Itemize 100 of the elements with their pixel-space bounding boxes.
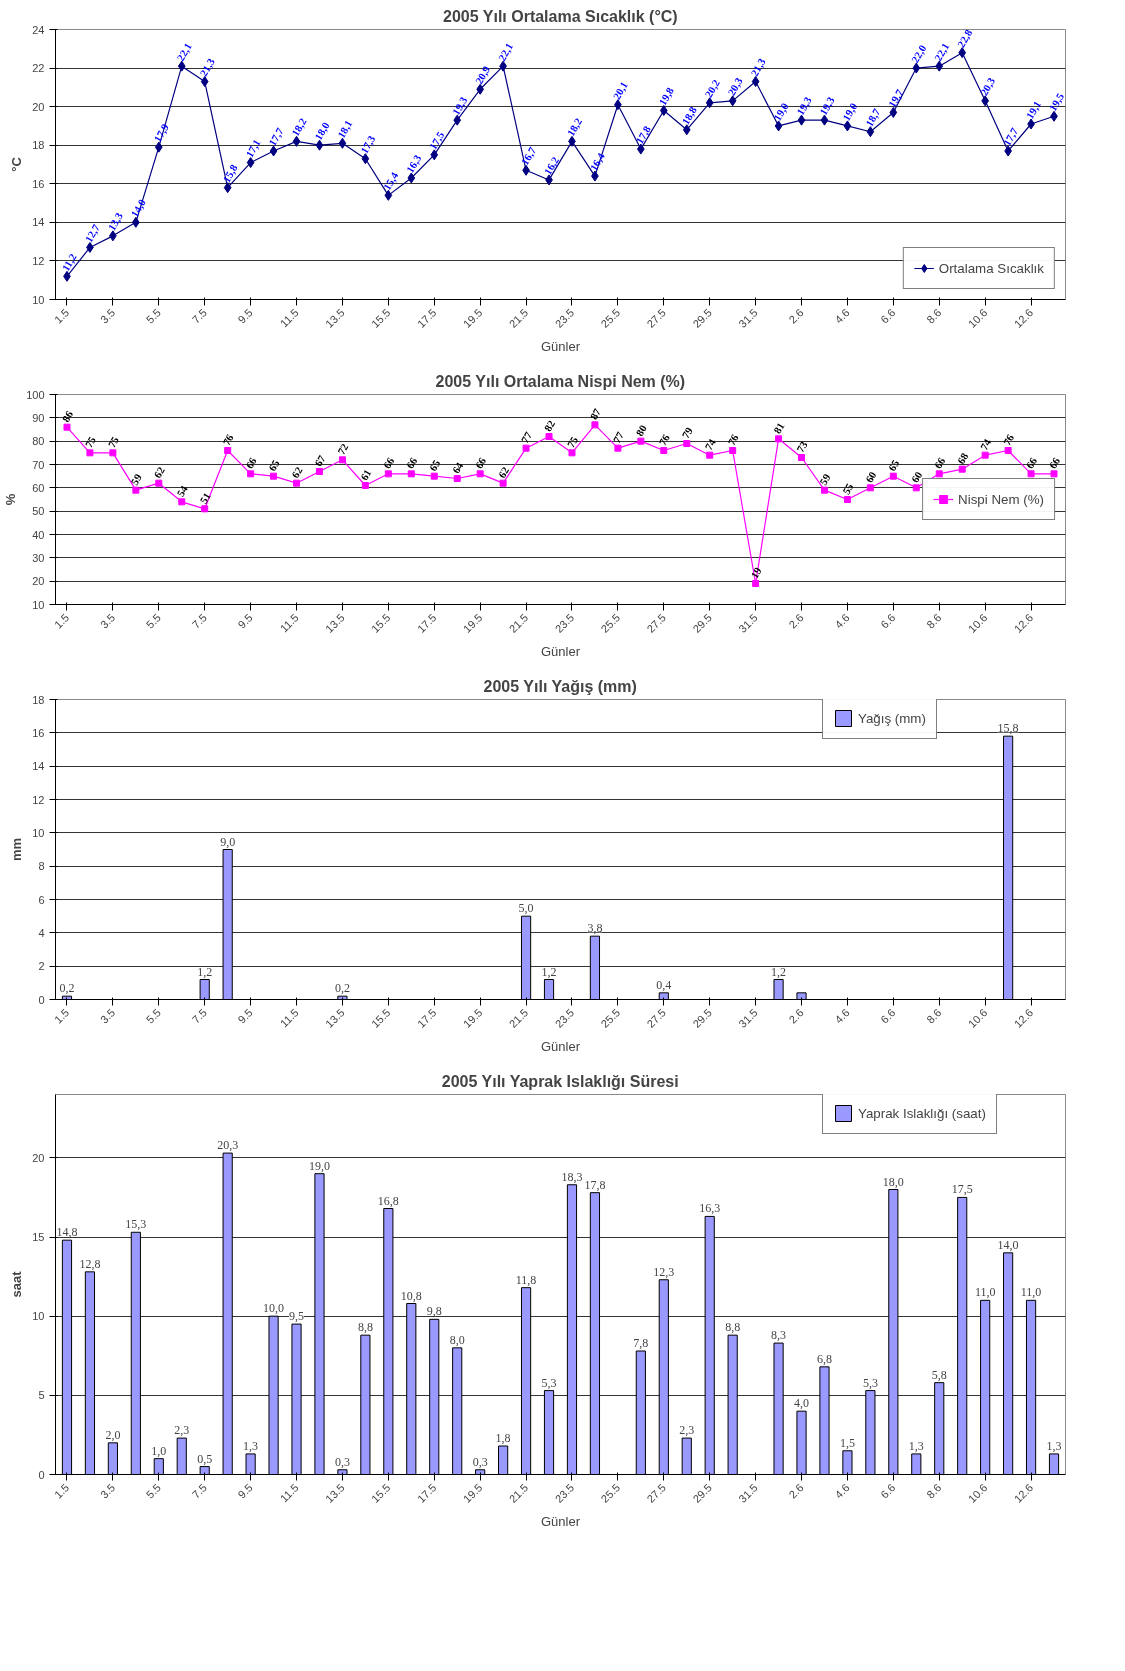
data-label: 18,0 bbox=[312, 120, 332, 142]
data-label: 19,1 bbox=[1024, 99, 1044, 121]
legend-label: Ortalama Sıcaklık bbox=[938, 260, 1044, 276]
data-label: 55 bbox=[840, 481, 856, 497]
data-label: 2,0 bbox=[105, 1427, 121, 1442]
point bbox=[1050, 470, 1058, 478]
x-tick-label: 9.5 bbox=[235, 306, 255, 326]
data-label: 16,8 bbox=[377, 1193, 399, 1208]
data-label: 0,2 bbox=[59, 981, 75, 996]
data-label: 9,0 bbox=[220, 834, 236, 849]
y-axis-title: saat bbox=[9, 1270, 25, 1298]
x-tick-label: 1.5 bbox=[51, 1006, 72, 1026]
data-label: 19,3 bbox=[450, 95, 470, 117]
chart-title: 2005 Yılı Ortalama Sıcaklık (°C) bbox=[443, 7, 678, 25]
x-tick-label: 5.5 bbox=[143, 1006, 164, 1026]
point bbox=[820, 486, 828, 494]
point bbox=[269, 145, 278, 157]
x-tick-label: 7.5 bbox=[189, 611, 209, 631]
data-label: 86 bbox=[60, 408, 76, 424]
point bbox=[729, 447, 737, 454]
data-label: 2,3 bbox=[174, 1423, 190, 1438]
data-label: 80 bbox=[634, 423, 649, 438]
data-label: 0,5 bbox=[197, 1451, 213, 1466]
point bbox=[958, 47, 967, 59]
x-tick-label: 9.5 bbox=[235, 611, 255, 631]
data-label: 22,0 bbox=[909, 43, 929, 65]
y-tick-label: 50 bbox=[32, 505, 45, 518]
data-label: 19 bbox=[748, 565, 764, 581]
point bbox=[568, 449, 576, 457]
data-label: 0,2 bbox=[334, 981, 350, 996]
point bbox=[270, 472, 278, 480]
data-label: 18,2 bbox=[565, 116, 585, 139]
data-label: 87 bbox=[588, 406, 604, 422]
x-tick-label: 3.5 bbox=[97, 306, 118, 326]
point bbox=[614, 444, 622, 452]
x-tick-label: 5.5 bbox=[143, 1481, 164, 1501]
data-label: 59 bbox=[129, 472, 144, 487]
data-label: 75 bbox=[106, 434, 121, 450]
data-label: 20,3 bbox=[725, 75, 745, 98]
data-label: 5,8 bbox=[931, 1367, 947, 1382]
y-tick-label: 10 bbox=[32, 293, 45, 306]
y-tick-label: 14 bbox=[32, 760, 45, 773]
data-label: 11,2 bbox=[60, 251, 79, 274]
data-label: 66 bbox=[1047, 455, 1063, 471]
legend-label: Yağış (mm) bbox=[858, 710, 926, 726]
data-label: 1,3 bbox=[908, 1438, 924, 1453]
point bbox=[706, 451, 714, 459]
y-tick-label: 30 bbox=[32, 551, 45, 564]
x-tick-label: 7.5 bbox=[189, 1006, 209, 1026]
y-tick-label: 20 bbox=[32, 1151, 45, 1164]
point bbox=[292, 135, 301, 147]
y-tick-label: 10 bbox=[32, 826, 45, 839]
x-tick-label: 6.6 bbox=[878, 306, 898, 326]
data-label: 15,8 bbox=[997, 721, 1019, 736]
data-label: 82 bbox=[542, 418, 558, 434]
data-label: 6,8 bbox=[816, 1351, 832, 1366]
point bbox=[407, 172, 416, 184]
point bbox=[338, 456, 346, 464]
y-tick-label: 12 bbox=[32, 254, 45, 267]
point bbox=[683, 440, 691, 447]
point bbox=[958, 465, 966, 473]
data-label: 1,2 bbox=[197, 964, 213, 979]
x-tick-label: 6.6 bbox=[878, 1006, 898, 1026]
point bbox=[545, 433, 553, 440]
point bbox=[315, 468, 323, 475]
y-tick-label: 4 bbox=[38, 926, 45, 939]
x-tick-label: 8.6 bbox=[924, 306, 944, 326]
data-label: 59 bbox=[817, 472, 833, 487]
point bbox=[63, 423, 71, 431]
data-label: 18,1 bbox=[335, 118, 355, 141]
data-label: 8,8 bbox=[357, 1320, 373, 1335]
data-label: 1,8 bbox=[495, 1431, 511, 1445]
data-label: 62 bbox=[152, 465, 167, 480]
data-label: 21,3 bbox=[748, 56, 768, 79]
data-label: 3,8 bbox=[587, 921, 603, 936]
data-label: 22,1 bbox=[174, 41, 194, 63]
data-label: 75 bbox=[565, 434, 581, 450]
data-label: 54 bbox=[174, 483, 191, 499]
x-tick-label: 9.5 bbox=[235, 1481, 255, 1501]
y-tick-label: 10 bbox=[32, 598, 45, 611]
data-label: 16,4 bbox=[588, 150, 608, 173]
x-axis-title: Günler bbox=[540, 644, 581, 660]
point bbox=[866, 126, 875, 138]
data-label: 62 bbox=[289, 465, 305, 480]
y-tick-label: 22 bbox=[32, 62, 45, 75]
data-label: 19,8 bbox=[657, 85, 676, 108]
data-label: 2,3 bbox=[679, 1423, 695, 1438]
x-tick-label: 9.5 bbox=[235, 1006, 255, 1026]
data-label: 11,8 bbox=[515, 1272, 537, 1287]
x-tick-label: 2.6 bbox=[786, 1006, 806, 1026]
chart-title: 2005 Yılı Yaprak Islaklığı Süresi bbox=[441, 1072, 679, 1090]
point bbox=[866, 484, 874, 492]
data-label: 60 bbox=[909, 469, 925, 485]
data-label: 1,5 bbox=[839, 1435, 855, 1450]
data-label: 17,3 bbox=[358, 133, 378, 156]
point bbox=[752, 580, 760, 587]
data-label: 11,0 bbox=[1020, 1285, 1042, 1300]
data-label: 67 bbox=[312, 452, 328, 469]
point bbox=[659, 105, 668, 116]
data-label: 5,3 bbox=[541, 1375, 557, 1390]
